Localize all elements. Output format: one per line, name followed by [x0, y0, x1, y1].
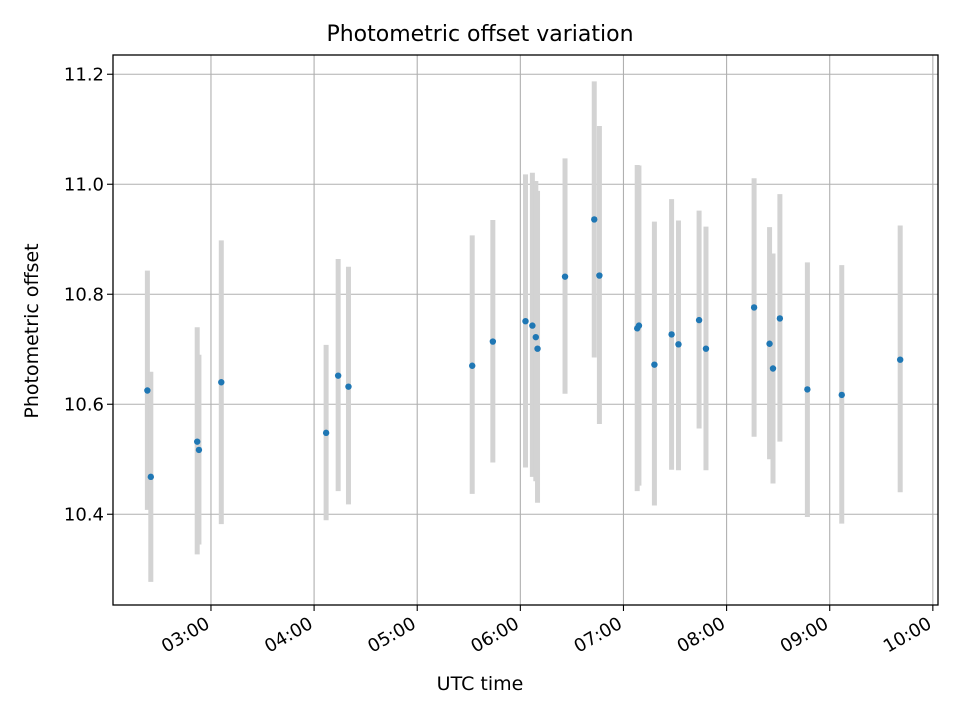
y-tick-label: 10.4 [64, 504, 104, 525]
x-tick-label: 04:00 [261, 613, 316, 657]
x-tick-label: 09:00 [777, 613, 832, 657]
data-point [769, 365, 777, 372]
errorbar-layer [144, 81, 903, 582]
data-point [596, 272, 603, 279]
data-point [776, 315, 784, 322]
x-tick-label: 08:00 [674, 613, 729, 657]
data-point [147, 473, 155, 481]
x-tick-label: 07:00 [571, 613, 626, 657]
data-point [195, 446, 203, 454]
data-point [532, 333, 540, 341]
data-point [345, 383, 352, 390]
data-point [334, 372, 342, 379]
data-point [144, 387, 151, 394]
data-point [591, 216, 598, 223]
y-axis-label: Photometric offset [21, 243, 43, 419]
data-point [489, 338, 497, 345]
y-tick-label: 11.0 [64, 174, 104, 195]
data-point [529, 322, 536, 329]
data-point [651, 361, 658, 368]
data-point [750, 304, 758, 311]
data-point [702, 345, 710, 352]
data-point [322, 429, 330, 437]
point-layer [144, 216, 904, 481]
data-point [695, 316, 703, 324]
data-point [561, 273, 569, 280]
y-tick-label: 11.2 [64, 64, 104, 85]
chart-title: Photometric offset variation [326, 22, 634, 47]
data-point [766, 340, 773, 347]
data-point [838, 391, 845, 399]
data-point [469, 362, 476, 369]
y-tick-label: 10.6 [64, 394, 104, 415]
data-point [675, 341, 682, 348]
x-tick-label: 10:00 [880, 613, 935, 657]
data-point [522, 318, 529, 325]
x-tick-label: 05:00 [364, 613, 419, 657]
data-point [218, 379, 225, 386]
plot-frame [112, 54, 939, 606]
data-point [896, 356, 904, 363]
data-point [194, 438, 201, 445]
data-point [804, 386, 811, 393]
x-tick-label: 03:00 [158, 613, 213, 657]
x-tick-label: 06:00 [467, 613, 522, 657]
x-axis-label: UTC time [436, 673, 524, 695]
tick-layer: 03:00 04:00 05:00 06:00 07:00 08:00 09:00 10:00… [64, 64, 935, 657]
y-tick-label: 10.8 [64, 284, 104, 305]
data-point [534, 345, 541, 352]
data-point [668, 331, 675, 338]
data-point [635, 322, 643, 329]
